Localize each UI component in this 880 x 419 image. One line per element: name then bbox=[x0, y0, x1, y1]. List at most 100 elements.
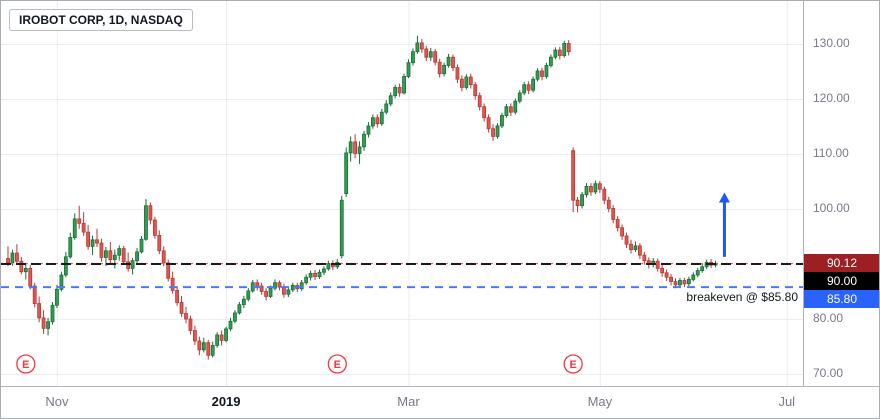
candle-body bbox=[273, 282, 277, 289]
candle-body bbox=[135, 251, 139, 262]
earnings-marker-circle[interactable] bbox=[563, 354, 583, 374]
candle-body bbox=[415, 42, 420, 53]
candle-body bbox=[326, 263, 331, 270]
candle-body bbox=[682, 280, 687, 285]
candle-body bbox=[642, 254, 647, 262]
candle-body bbox=[589, 186, 593, 193]
candle-body bbox=[255, 282, 260, 287]
candle-body bbox=[268, 287, 273, 297]
candle-body bbox=[597, 183, 602, 190]
candle-body bbox=[633, 245, 638, 251]
price-badge-horizontal-line: 90.00 bbox=[804, 272, 879, 291]
candle-body bbox=[170, 277, 175, 291]
candle-body bbox=[526, 84, 531, 91]
time-axis[interactable]: Nov 2019 Mar May Jul bbox=[1, 386, 879, 418]
candle-body bbox=[86, 231, 90, 247]
candle-body bbox=[357, 146, 362, 154]
candle-body bbox=[624, 235, 629, 245]
candle-body bbox=[486, 117, 491, 130]
candle-body bbox=[370, 117, 375, 127]
candle-body bbox=[451, 56, 455, 69]
candle-body bbox=[139, 238, 144, 253]
time-axis-label: Mar bbox=[397, 394, 420, 409]
candle-body bbox=[175, 289, 180, 303]
candle-body bbox=[593, 183, 598, 193]
candle-body bbox=[299, 282, 304, 290]
earnings-marker-circle[interactable] bbox=[327, 354, 347, 374]
candle-body bbox=[90, 239, 95, 247]
candle-body bbox=[179, 302, 184, 314]
candle-body bbox=[144, 205, 148, 240]
candle-body bbox=[277, 282, 282, 288]
candle-body bbox=[428, 51, 433, 58]
candle-body bbox=[602, 188, 607, 201]
candle-body bbox=[317, 271, 322, 278]
candle-body bbox=[571, 150, 576, 201]
candle-body bbox=[468, 76, 473, 86]
candle-body bbox=[655, 260, 660, 269]
candle-body bbox=[678, 280, 682, 286]
candle-body bbox=[495, 125, 500, 137]
candle-body bbox=[660, 267, 665, 274]
price-badge-breakeven-line: 85.80 bbox=[804, 290, 879, 309]
candle-body bbox=[673, 281, 678, 286]
candle-body bbox=[375, 117, 380, 125]
candle-body bbox=[553, 49, 558, 58]
candle-body bbox=[549, 56, 553, 66]
candle-body bbox=[201, 342, 206, 351]
candle-body bbox=[459, 78, 464, 88]
candle-body bbox=[344, 152, 349, 194]
price-axis-label: 120.00 bbox=[813, 91, 850, 105]
candle-body bbox=[246, 290, 251, 300]
candle-body bbox=[691, 274, 696, 280]
candle-body bbox=[406, 62, 411, 77]
candle-body bbox=[81, 222, 86, 233]
candle-body bbox=[157, 234, 162, 252]
candle-body bbox=[402, 76, 406, 94]
candle-body bbox=[95, 239, 99, 244]
candle-body bbox=[152, 219, 157, 236]
candle-body bbox=[664, 272, 669, 278]
price-chart-pane[interactable]: breakeven @ $85.80 E E E IROBOT CORP, 1D, N… bbox=[1, 1, 803, 386]
price-axis-label: 130.00 bbox=[813, 36, 850, 50]
candle-body bbox=[366, 125, 371, 135]
candle-body bbox=[41, 317, 46, 329]
candle-body bbox=[419, 42, 424, 50]
time-axis-label: Nov bbox=[45, 394, 69, 409]
candle-body bbox=[384, 103, 389, 113]
candle-body bbox=[215, 334, 220, 346]
candle-body bbox=[557, 49, 562, 56]
up-arrow-head[interactable] bbox=[718, 192, 730, 203]
candle-body bbox=[620, 227, 624, 237]
candle-body bbox=[241, 298, 246, 306]
symbol-legend[interactable]: IROBOT CORP, 1D, NASDAQ bbox=[9, 9, 193, 31]
candle-body bbox=[464, 76, 469, 88]
candle-body bbox=[28, 267, 33, 287]
candle-body bbox=[695, 270, 700, 276]
candle-body bbox=[580, 194, 584, 207]
candle-body bbox=[686, 278, 691, 285]
candle-body bbox=[339, 199, 344, 257]
candle-body bbox=[455, 67, 460, 80]
earnings-marker-letter: E bbox=[22, 359, 29, 371]
candle-body bbox=[72, 218, 77, 238]
candle-body bbox=[437, 61, 442, 75]
earnings-marker-circle[interactable] bbox=[16, 354, 36, 374]
chart-svg[interactable]: breakeven @ $85.80 E E E bbox=[1, 1, 803, 386]
candle-body bbox=[68, 237, 73, 258]
candle-body bbox=[304, 276, 309, 284]
price-axis[interactable]: 130.00 120.00 110.00 100.00 80.00 70.00 90.12 9… bbox=[803, 1, 879, 386]
candle-body bbox=[544, 65, 549, 77]
candle-body bbox=[77, 218, 82, 224]
candle-body bbox=[615, 219, 620, 229]
candle-body bbox=[611, 208, 616, 220]
candle-body bbox=[504, 106, 509, 116]
candle-body bbox=[477, 95, 482, 108]
candle-body bbox=[224, 328, 228, 341]
candle-body bbox=[32, 285, 37, 305]
candle-body bbox=[228, 320, 233, 330]
candle-body bbox=[322, 268, 326, 273]
candle-body bbox=[482, 106, 487, 119]
candle-body bbox=[286, 289, 291, 295]
candle-body bbox=[393, 87, 398, 97]
